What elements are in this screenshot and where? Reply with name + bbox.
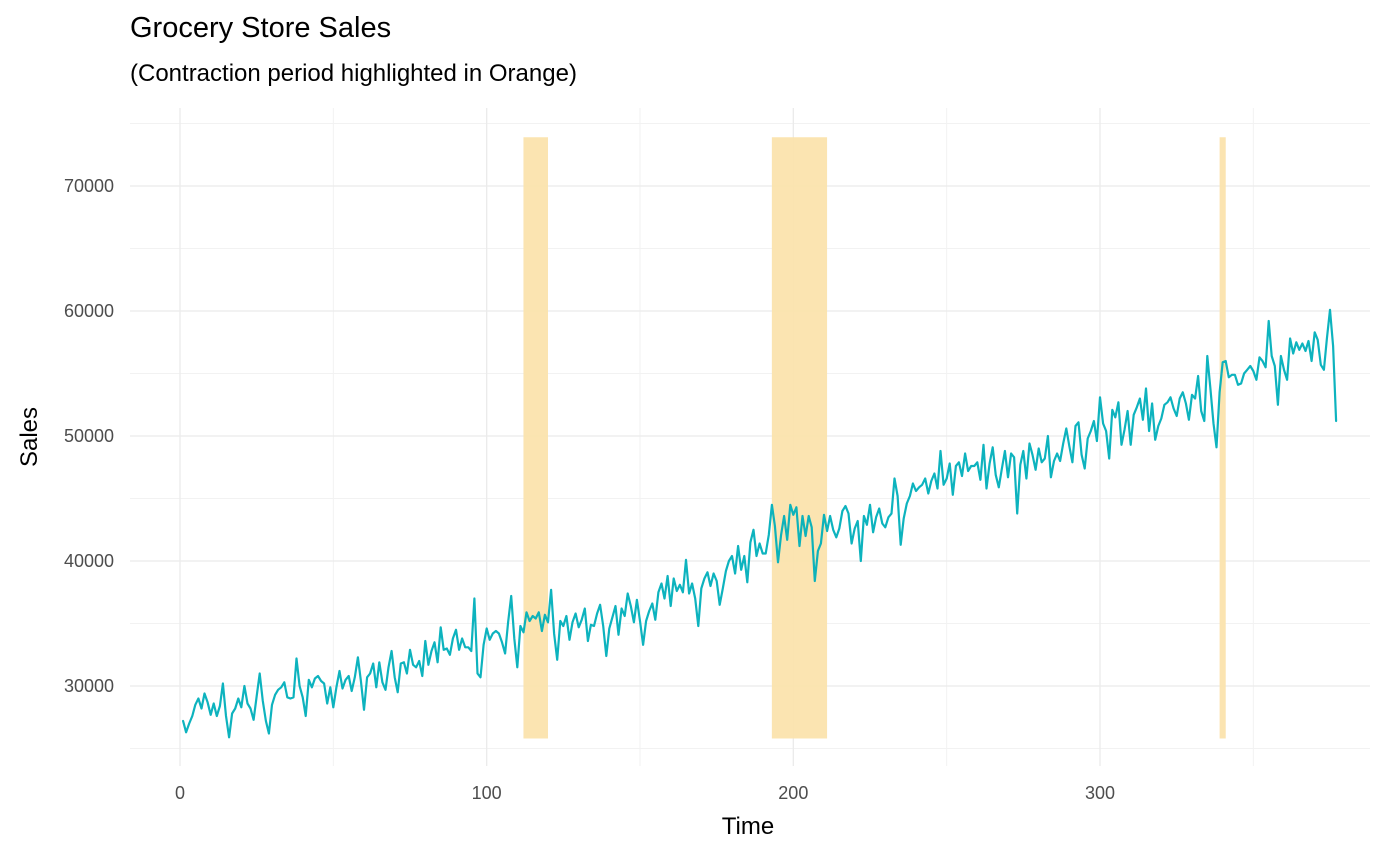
x-axis-ticks: 0 100 200 300 bbox=[175, 783, 1115, 803]
contraction-highlights bbox=[523, 137, 1226, 739]
x-axis-title: Time bbox=[722, 813, 774, 840]
series-line-1 bbox=[182, 308, 1338, 739]
y-tick-label: 50000 bbox=[64, 426, 114, 446]
y-tick-label: 70000 bbox=[64, 176, 114, 196]
x-tick-label: 300 bbox=[1085, 783, 1115, 803]
y-tick-label: 60000 bbox=[64, 301, 114, 321]
series-layer bbox=[182, 308, 1338, 739]
chart-subtitle: (Contraction period highlighted in Orang… bbox=[130, 60, 577, 87]
highlight-band-2 bbox=[771, 137, 828, 739]
y-axis-title: Sales bbox=[16, 407, 43, 467]
chart-title: Grocery Store Sales bbox=[130, 12, 392, 44]
x-tick-label: 0 bbox=[175, 783, 185, 803]
y-axis-ticks: 30000 40000 50000 60000 70000 bbox=[64, 176, 114, 696]
x-tick-label: 200 bbox=[778, 783, 808, 803]
major-gridlines bbox=[130, 108, 1370, 766]
y-tick-label: 30000 bbox=[64, 676, 114, 696]
highlight-band-1 bbox=[523, 137, 548, 739]
x-tick-label: 100 bbox=[472, 783, 502, 803]
y-tick-label: 40000 bbox=[64, 551, 114, 571]
highlight-band-3 bbox=[1219, 137, 1226, 739]
minor-gridlines bbox=[130, 108, 1370, 766]
